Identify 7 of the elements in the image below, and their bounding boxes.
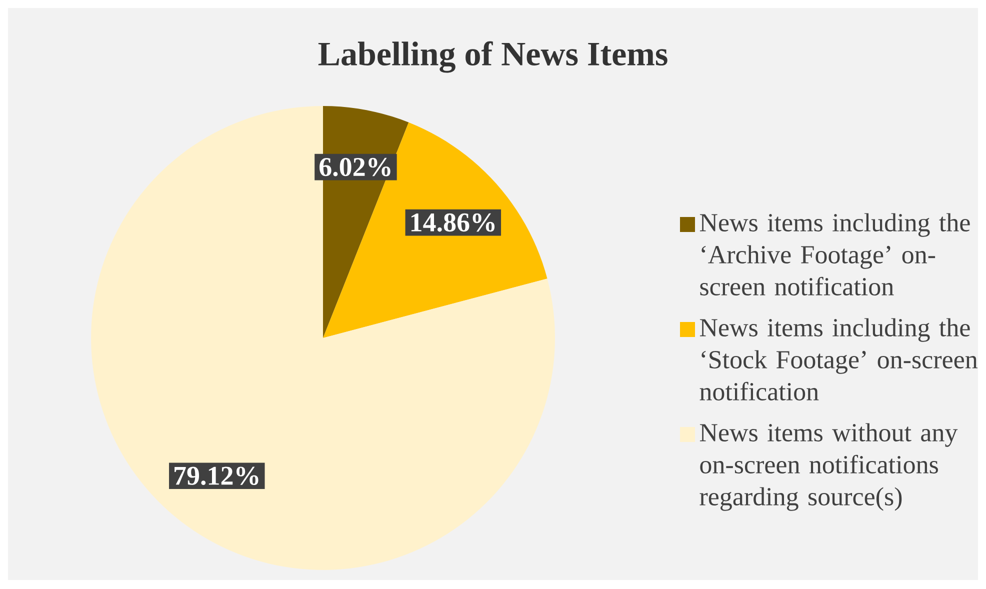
legend-label: News items including the ‘Stock Footage’ on-screen notification [700,318,978,400]
data-label: 79.12% [174,466,258,486]
chart-title: Labelling of News Items [318,41,668,73]
legend-label: News items without any on-screen notifications regarding source(s) [700,423,958,511]
legend-label: News items including the ‘Archive Footage’ on-screen notification [700,213,970,296]
data-label: 14.86% [411,213,495,232]
data-label: 6.02% [320,158,390,176]
